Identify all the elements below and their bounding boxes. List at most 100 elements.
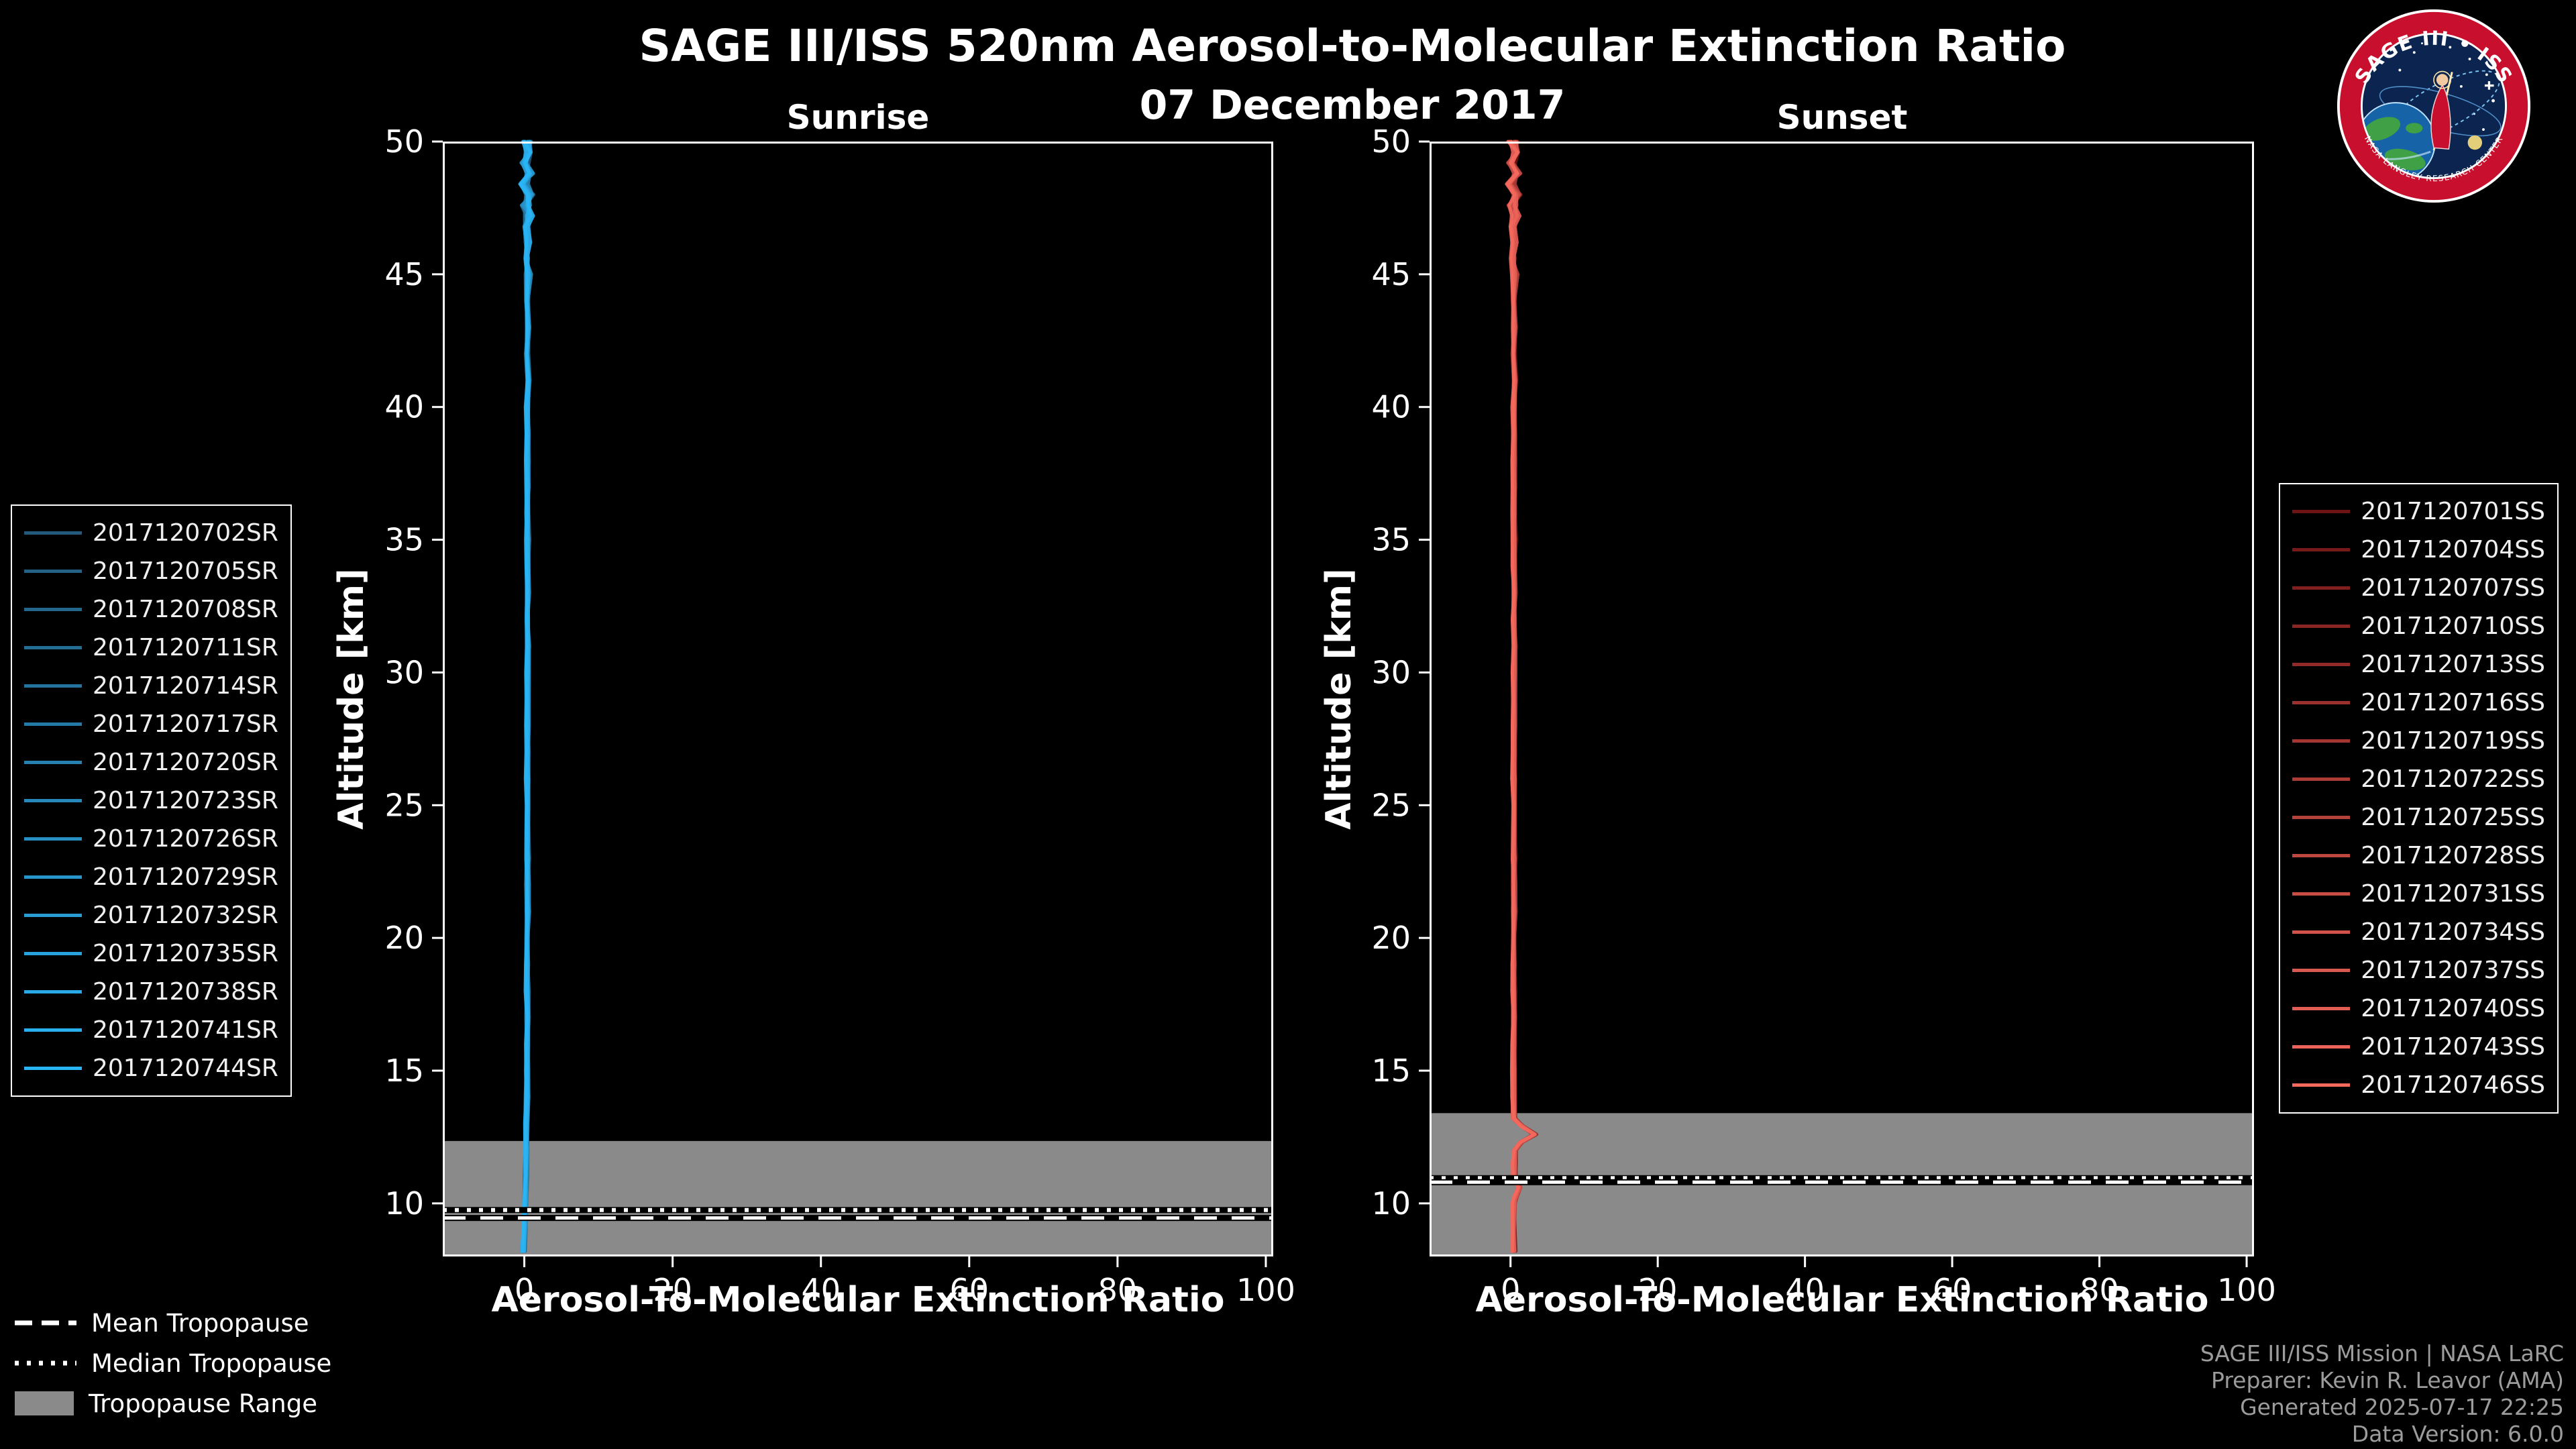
legend-line-swatch bbox=[24, 990, 82, 994]
median-tropopause-label: Median Tropopause bbox=[91, 1348, 332, 1378]
legend-item: 2017120737SS bbox=[2292, 951, 2545, 989]
legend-item: 2017120720SR bbox=[24, 743, 278, 782]
legend-label: 2017120717SR bbox=[93, 710, 278, 738]
legend-label: 2017120701SS bbox=[2361, 498, 2545, 525]
legend-label: 2017120707SS bbox=[2361, 574, 2545, 602]
credits: SAGE III/ISS Mission | NASA LaRC Prepare… bbox=[2200, 1340, 2564, 1448]
profile-line bbox=[521, 140, 532, 1253]
credit-mission: SAGE III/ISS Mission | NASA LaRC bbox=[2200, 1340, 2564, 1366]
legend-item: 2017120740SS bbox=[2292, 989, 2545, 1028]
legend-label: 2017120723SR bbox=[93, 787, 278, 814]
legend-label: 2017120719SS bbox=[2361, 727, 2545, 755]
legend-item: 2017120734SS bbox=[2292, 913, 2545, 951]
legend-label: 2017120711SR bbox=[93, 634, 278, 661]
legend-line-swatch bbox=[2292, 586, 2351, 590]
y-axis-label-sunrise: Altitude [km] bbox=[331, 568, 372, 830]
legend-label: 2017120735SR bbox=[93, 940, 278, 967]
legend-label: 2017120740SS bbox=[2361, 995, 2545, 1022]
plot-frame bbox=[1430, 142, 2254, 1256]
y-tick-label: 45 bbox=[384, 256, 424, 292]
x-axis-label-sunset: Aerosol-To-Molecular Extinction Ratio bbox=[1475, 1280, 2209, 1320]
x-tick-label: 40 bbox=[801, 1272, 841, 1308]
y-tick-label: 25 bbox=[1371, 787, 1411, 823]
legend-item: 2017120729SR bbox=[24, 858, 278, 896]
legend-label: 2017120702SR bbox=[93, 519, 278, 547]
y-tick-label: 35 bbox=[384, 522, 424, 558]
legend-line-swatch bbox=[2292, 930, 2351, 934]
legend-item: 2017120744SR bbox=[24, 1049, 278, 1087]
profile-line bbox=[518, 140, 533, 1253]
x-tick-label: 100 bbox=[2217, 1272, 2276, 1308]
tropopause-legend: Mean Tropopause Median Tropopause Tropop… bbox=[15, 1307, 331, 1419]
legend-item: 2017120717SR bbox=[24, 705, 278, 743]
legend-item: 2017120743SS bbox=[2292, 1028, 2545, 1066]
legend-line-swatch bbox=[24, 952, 82, 955]
x-tick-label: 0 bbox=[515, 1272, 534, 1308]
legend-label: 2017120741SR bbox=[93, 1016, 278, 1044]
sage-iii-iss-logo: SAGE III • ISS NASA LANGLEY RESEARCH CEN… bbox=[2336, 8, 2532, 204]
legend-line-swatch bbox=[24, 875, 82, 879]
legend-line-swatch bbox=[24, 1067, 82, 1070]
y-tick-label: 10 bbox=[384, 1185, 424, 1222]
legend-item: 2017120741SR bbox=[24, 1011, 278, 1049]
legend-item: 2017120723SR bbox=[24, 782, 278, 820]
legend-line-swatch bbox=[2292, 701, 2351, 704]
legend-line-swatch bbox=[2292, 625, 2351, 628]
x-tick-label: 40 bbox=[1785, 1272, 1825, 1308]
legend-line-swatch bbox=[24, 837, 82, 841]
tropopause-range-label: Tropopause Range bbox=[89, 1389, 318, 1418]
legend-label: 2017120743SS bbox=[2361, 1033, 2545, 1061]
legend-item: 2017120704SS bbox=[2292, 531, 2545, 569]
legend-label: 2017120725SS bbox=[2361, 804, 2545, 831]
sunrise-plot: 0 20 40 60 80 100 10 15 20 25 30 35 40 45 50 bbox=[384, 123, 1295, 1308]
legend-line-swatch bbox=[2292, 854, 2351, 857]
credit-data-version: Data Version: 6.0.0 bbox=[2351, 1421, 2564, 1447]
iss-icon bbox=[2484, 81, 2494, 90]
legend-line-swatch bbox=[24, 646, 82, 649]
x-tick-label: 60 bbox=[1933, 1272, 1972, 1308]
legend-label: 2017120746SS bbox=[2361, 1071, 2545, 1099]
y-tick-label: 50 bbox=[384, 123, 424, 160]
legend-item: 2017120711SR bbox=[24, 629, 278, 667]
legend-item: 2017120728SS bbox=[2292, 837, 2545, 875]
sunset-legend: 2017120701SS 2017120704SS 2017120707SS 2017… bbox=[2279, 483, 2559, 1114]
y-axis-label-sunset: Altitude [km] bbox=[1319, 568, 1359, 830]
legend-item: 2017120708SR bbox=[24, 590, 278, 629]
dashed-line-swatch bbox=[15, 1320, 76, 1326]
legend-label: 2017120705SR bbox=[93, 557, 278, 585]
y-tick-label: 10 bbox=[1371, 1185, 1411, 1222]
y-tick-label: 30 bbox=[1371, 654, 1411, 690]
x-tick-label: 100 bbox=[1236, 1272, 1295, 1308]
x-tick-label: 80 bbox=[1098, 1272, 1138, 1308]
tropopause-range-band bbox=[443, 1140, 1273, 1256]
legend-item: 2017120738SR bbox=[24, 973, 278, 1011]
legend-item: 2017120701SS bbox=[2292, 492, 2545, 531]
legend-item: 2017120710SS bbox=[2292, 607, 2545, 645]
page-title: SAGE III/ISS 520nm Aerosol-to-Molecular … bbox=[639, 20, 2066, 72]
y-tick-label: 35 bbox=[1371, 522, 1411, 558]
tropopause-range-legend-item: Tropopause Range bbox=[15, 1387, 331, 1419]
legend-line-swatch bbox=[2292, 816, 2351, 819]
profile-line bbox=[1506, 140, 1536, 1253]
page-date: 07 December 2017 bbox=[1139, 82, 1566, 129]
legend-label: 2017120728SS bbox=[2361, 842, 2545, 869]
legend-label: 2017120737SS bbox=[2361, 957, 2545, 984]
legend-label: 2017120714SR bbox=[93, 672, 278, 700]
legend-item: 2017120707SS bbox=[2292, 569, 2545, 607]
y-tick-label: 50 bbox=[1371, 123, 1411, 160]
sunset-plot: 0 20 40 60 80 100 10 15 20 25 30 35 40 45 50 bbox=[1371, 123, 2275, 1308]
y-tick-label: 40 bbox=[1371, 389, 1411, 425]
y-tick-label: 25 bbox=[384, 787, 424, 823]
panel-title-sunrise: Sunrise bbox=[786, 98, 930, 137]
legend-line-swatch bbox=[24, 1028, 82, 1032]
legend-label: 2017120731SS bbox=[2361, 880, 2545, 908]
y-tick-label: 15 bbox=[1371, 1053, 1411, 1089]
legend-label: 2017120710SS bbox=[2361, 612, 2545, 640]
legend-item: 2017120735SR bbox=[24, 934, 278, 973]
legend-item: 2017120726SR bbox=[24, 820, 278, 858]
legend-item: 2017120719SS bbox=[2292, 722, 2545, 760]
legend-label: 2017120716SS bbox=[2361, 689, 2545, 716]
legend-label: 2017120704SS bbox=[2361, 536, 2545, 564]
x-tick-label: 20 bbox=[653, 1272, 692, 1308]
